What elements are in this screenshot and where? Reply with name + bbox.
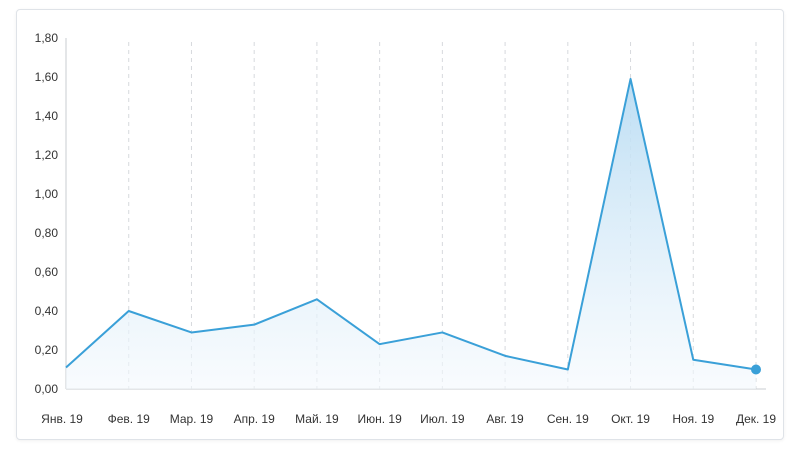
- series-line: [65, 77, 757, 371]
- y-tick-labels: 0,00 0,20 0,40 0,60 0,80 1,00 1,20 1,40 1,60 1,80: [35, 31, 59, 396]
- x-tick-label: Дек. 19: [736, 412, 776, 426]
- y-tick-label: 1,00: [35, 187, 59, 201]
- x-tick-label: Авг. 19: [486, 412, 524, 426]
- y-tick-label: 1,20: [35, 148, 59, 162]
- highlighted-data-point[interactable]: [751, 364, 761, 375]
- x-tick-label: Сен. 19: [547, 412, 589, 426]
- data-points: [64, 77, 761, 375]
- y-tick-label: 0,20: [35, 343, 59, 357]
- y-tick-label: 0,60: [35, 265, 59, 279]
- x-tick-label: Янв. 19: [41, 412, 83, 426]
- data-point[interactable]: [629, 77, 633, 81]
- data-point[interactable]: [127, 309, 131, 313]
- y-tick-label: 1,60: [35, 70, 59, 84]
- x-tick-label: Июл. 19: [420, 412, 465, 426]
- data-point[interactable]: [315, 297, 319, 301]
- data-point[interactable]: [64, 366, 68, 370]
- data-point[interactable]: [252, 323, 256, 327]
- data-point[interactable]: [440, 330, 444, 334]
- x-tick-label: Июн. 19: [357, 412, 402, 426]
- x-tick-label: Мар. 19: [170, 412, 214, 426]
- y-tick-label: 0,40: [35, 304, 59, 318]
- x-tick-label: Ноя. 19: [672, 412, 714, 426]
- y-tick-label: 1,40: [35, 109, 59, 123]
- y-tick-label: 0,80: [35, 226, 59, 240]
- y-tick-label: 0,00: [35, 382, 59, 396]
- series-polyline: [65, 77, 757, 371]
- x-tick-labels: Янв. 19 Фев. 19 Мар. 19 Апр. 19 Май. 19 Июн. …: [41, 412, 776, 426]
- data-point[interactable]: [189, 330, 193, 334]
- y-tick-label: 1,80: [35, 31, 59, 45]
- x-tick-label: Фев. 19: [108, 412, 151, 426]
- data-point[interactable]: [503, 354, 507, 358]
- x-tick-label: Окт. 19: [611, 412, 650, 426]
- area-fill-shape: [66, 78, 756, 389]
- data-point[interactable]: [378, 342, 382, 346]
- x-tick-label: Май. 19: [295, 412, 339, 426]
- area-fill: [66, 78, 756, 389]
- data-point[interactable]: [566, 368, 570, 372]
- x-tick-label: Апр. 19: [234, 412, 276, 426]
- data-point[interactable]: [691, 358, 695, 362]
